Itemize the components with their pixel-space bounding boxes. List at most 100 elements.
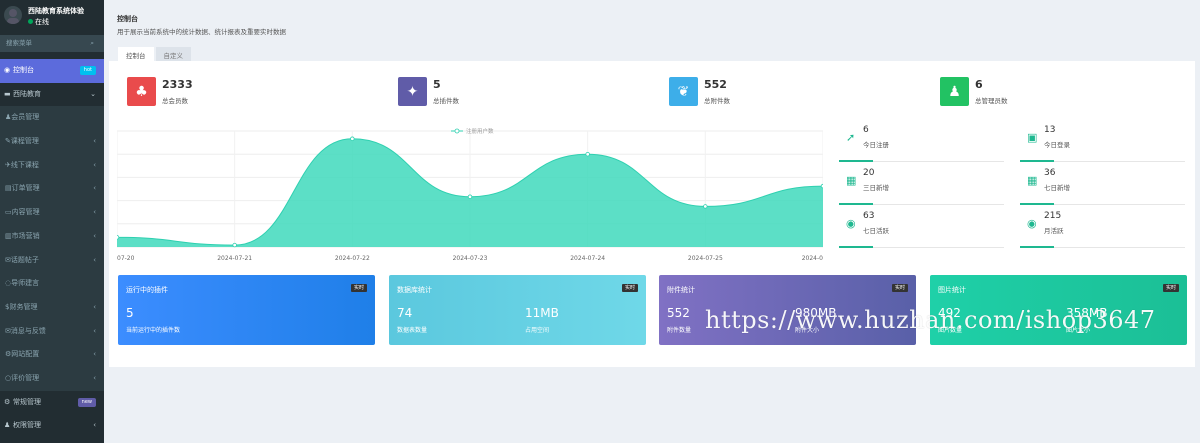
sidebar-item-14[interactable]: ⚙ 常规管理 new [0, 391, 104, 415]
x-tick-label: 2024-0 [802, 255, 823, 262]
tab-custom[interactable]: 自定义 [155, 47, 191, 65]
sidebar-item-2[interactable]: ♟会员管理 [0, 106, 104, 131]
user-status: 在线 [28, 17, 49, 27]
edit-icon: ✎ [5, 137, 11, 146]
sidebar-badge: new [77, 397, 96, 407]
sidebar: 西陆教育系统体验 在线 搜索菜单 ⌕ ◉ 控制台 hot ▬ 西陆教育 ⌄ ♟会员管理 ✎课程… [0, 0, 104, 443]
sidebar-item-8[interactable]: ✉话题帖子 ‹ [0, 248, 104, 273]
card-badge: 实时 [1162, 284, 1179, 292]
image-icon: ▭ [5, 208, 12, 217]
watermark: https://www.huzhan.com/ishop3647 [705, 306, 1156, 334]
card-value-secondary: 11MB [525, 306, 559, 320]
chevron-left-icon: ‹ [93, 302, 96, 311]
search-icon[interactable]: ⌕ [90, 39, 94, 47]
sidebar-item-label: 线下课程 [10, 160, 39, 169]
sidebar-item-label: 西陆教育 [13, 89, 41, 98]
registration-chart: 07-20 2024-07-21 2024-07-22 2024-07-23 2024-… [114, 125, 826, 265]
mini-stat-value: 6 [863, 125, 869, 135]
sidebar-item-13[interactable]: ○评价管理 ‹ [0, 366, 104, 391]
sidebar-item-label: 话题帖子 [10, 255, 39, 264]
mini-stat-divider [1020, 160, 1185, 162]
series-area [117, 138, 823, 247]
online-dot-icon [28, 19, 33, 24]
stat-value: 2333 [162, 78, 193, 91]
sidebar-item-0[interactable]: ◉ 控制台 hot [0, 59, 104, 83]
user-status-text: 在线 [35, 18, 49, 26]
mini-stat-value: 36 [1044, 168, 1056, 178]
sidebar-item-label: 市场营销 [11, 231, 40, 240]
sidebar-item-label: 内容管理 [11, 208, 40, 217]
gear-icon: ⚙ [5, 350, 12, 359]
sidebar-item-label: 评价管理 [11, 373, 40, 382]
card-value: 5 [126, 306, 134, 320]
sidebar-item-label: 控制台 [13, 66, 34, 74]
card-label-secondary: 附件大小 [795, 327, 820, 334]
card-label: 附件数量 [667, 327, 692, 334]
chevron-left-icon: ‹ [93, 373, 96, 382]
cogs-icon: ⚙ [4, 397, 11, 406]
card-badge: 实时 [891, 284, 908, 292]
mini-stat-label: 三日新增 [863, 184, 889, 192]
card-badge: 实时 [621, 284, 638, 292]
stat-value: 6 [975, 78, 983, 91]
user-icon: ♟ [5, 113, 12, 122]
tab-bar: 控制台 自定义 [118, 43, 193, 65]
magic-icon: ✦ [398, 77, 427, 106]
sidebar-item-6[interactable]: ▭内容管理 ‹ [0, 201, 104, 225]
card-label-secondary: 图片大小 [1066, 327, 1091, 334]
sidebar-item-3[interactable]: ✎课程管理 ‹ [0, 130, 104, 154]
folder-icon: ▬ [4, 89, 11, 98]
mini-stat-divider [1020, 203, 1185, 205]
data-point [585, 152, 590, 157]
page-description: 用于展示当前系统中的统计数据、统计报表及重要实时数据 [117, 28, 286, 36]
tab-dashboard[interactable]: 控制台 [118, 47, 154, 65]
user-icon: ♟ [940, 77, 969, 106]
sidebar-item-4[interactable]: ✈线下课程 ‹ [0, 153, 104, 178]
sidebar-item-label: 常规管理 [13, 397, 41, 406]
data-point [114, 235, 120, 240]
sidebar-item-15[interactable]: ♟ 权限管理 ‹ [0, 414, 104, 438]
sidebar-item-12[interactable]: ⚙网站配置 ‹ [0, 343, 104, 367]
user-panel: 西陆教育系统体验 在线 [0, 0, 104, 35]
user-name: 西陆教育系统体验 [28, 7, 84, 15]
card-title: 图片统计 [938, 286, 966, 294]
chevron-left-icon: ‹ [93, 184, 96, 193]
sidebar-menu: ◉ 控制台 hot ▬ 西陆教育 ⌄ ♟会员管理 ✎课程管理 ‹ ✈线下课程 ‹ ▤订单管理 ‹ ▭内容管… [0, 59, 104, 438]
card-label-secondary: 占用空间 [525, 327, 550, 334]
sidebar-item-11[interactable]: ✉消息与反馈 ‹ [0, 319, 104, 344]
sidebar-item-7[interactable]: ▥市场营销 ‹ [0, 224, 104, 249]
chevron-left-icon: ‹ [93, 208, 96, 217]
mini-stat-divider [839, 246, 1004, 248]
data-point [350, 136, 355, 141]
chevron-left-icon: ‹ [93, 231, 96, 240]
legend-marker [454, 128, 460, 134]
card-value: 492 [938, 306, 961, 320]
users-icon: ♣ [127, 77, 156, 106]
chevron-left-icon: ‹ [93, 326, 96, 335]
content-header: 控制台 用于展示当前系统中的统计数据、统计报表及重要实时数据 [109, 10, 1195, 50]
dashboard-panel: ♣ 2333 总会员数 ✦ 5 总插件数 ❦ 552 总附件数 ♟ 6 总管理员数 07-20 2024… [109, 61, 1195, 367]
main-content: 控制台 用于展示当前系统中的统计数据、统计报表及重要实时数据 控制台 自定义 ♣ 2… [109, 10, 1195, 443]
circle-icon: ○ [5, 373, 12, 382]
leaf-icon: ❦ [669, 77, 698, 106]
chevron-left-icon: ‹ [93, 137, 96, 146]
card-value: 74 [397, 306, 413, 320]
mini-stat-label: 七日新增 [1044, 184, 1070, 192]
chat-icon: ✉ [5, 255, 11, 264]
sidebar-search[interactable]: 搜索菜单 ⌕ [0, 35, 104, 52]
sidebar-item-10[interactable]: $财务管理 ‹ [0, 295, 104, 320]
summary-card: 图片统计 实时 492 图片数量 358MB 图片大小 [930, 275, 1187, 345]
comment-icon: ◌ [5, 279, 12, 288]
chart-icon: ▥ [5, 231, 12, 240]
card-title: 运行中的插件 [126, 286, 168, 294]
sidebar-item-1[interactable]: ▬ 西陆教育 ⌄ [0, 83, 104, 107]
sidebar-item-9[interactable]: ◌导师建言 [0, 272, 104, 296]
search-input[interactable]: 搜索菜单 [6, 39, 32, 47]
mini-stat-divider [1020, 246, 1185, 248]
avatar [4, 6, 22, 24]
stat-label: 总会员数 [162, 97, 188, 105]
sidebar-item-5[interactable]: ▤订单管理 ‹ [0, 177, 104, 202]
data-point [820, 183, 826, 189]
mini-stat: ▦ 20 三日新增 [839, 166, 1004, 207]
mini-stat-value: 13 [1044, 125, 1056, 135]
